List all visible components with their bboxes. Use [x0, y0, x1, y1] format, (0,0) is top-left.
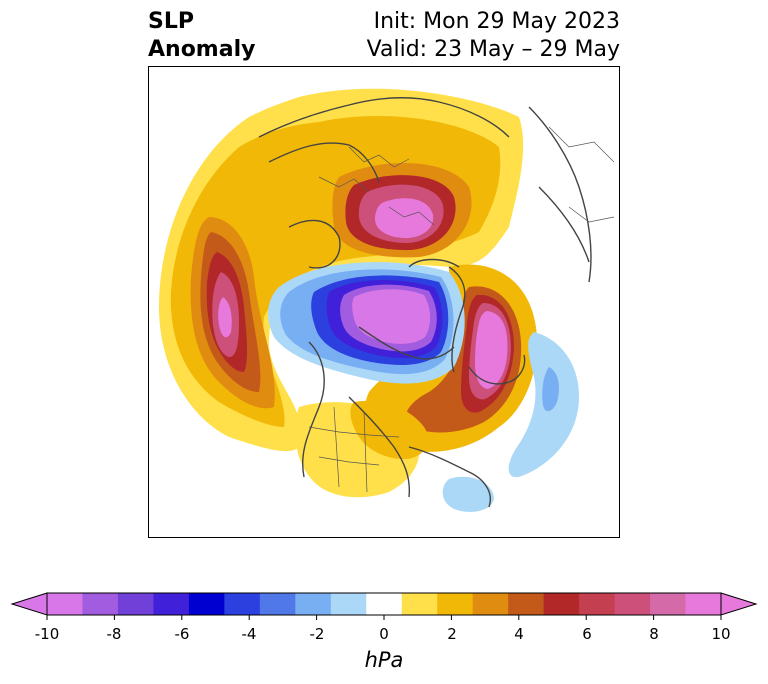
plot-title: SLP Anomaly: [148, 8, 255, 64]
country-borders: [308, 126, 615, 493]
colorbar-swatch: [224, 593, 261, 615]
colorbar-graphic: [10, 592, 758, 620]
colorbar-swatch: [401, 593, 438, 615]
colorbar-swatch: [47, 593, 83, 615]
anomaly-contour-pos-14: [218, 297, 232, 338]
colorbar-swatch: [188, 593, 225, 615]
colorbar-tick-label: 2: [447, 625, 457, 643]
colorbar-swatch: [614, 593, 651, 615]
anomaly-contour-neg-atl-4: [542, 367, 559, 412]
anomaly-contour-neg-12: [352, 289, 431, 344]
anomaly-contour-pos-us-4: [350, 400, 428, 460]
colorbar-max-extension: [720, 592, 758, 616]
colorbar-swatch: [685, 593, 722, 615]
anomaly-contour-neg-sub: [442, 476, 494, 512]
title-line-2: Anomaly: [148, 37, 256, 62]
colorbar-tick-label: -4: [241, 625, 257, 643]
plot-dates: Init: Mon 29 May 2023 Valid: 23 May – 29…: [367, 8, 620, 64]
colorbar-swatch: [650, 593, 687, 615]
colorbar-tick-label: 4: [514, 625, 524, 643]
anomaly-contour-scan-10: [374, 198, 434, 239]
valid-date: Valid: 23 May – 29 May: [366, 37, 620, 62]
colorbar-tick-label: -10: [34, 625, 60, 643]
colorbar-swatch: [117, 593, 154, 615]
anomaly-contour-grn-12: [475, 311, 508, 389]
colorbar-swatch: [330, 593, 367, 615]
colorbar-swatch: [295, 593, 332, 615]
colorbar-swatch: [259, 593, 296, 615]
colorbar-swatch: [543, 593, 580, 615]
colorbar: [0, 585, 768, 680]
colorbar-swatch: [437, 593, 474, 615]
colorbar-tick-label: -8: [106, 625, 122, 643]
title-line-1: SLP: [148, 9, 194, 34]
anomaly-map: [159, 88, 615, 512]
colorbar-tick-label: 10: [711, 625, 731, 643]
colorbar-tick-label: -2: [309, 625, 325, 643]
coastlines: [258, 97, 592, 508]
colorbar-tick-label: 6: [582, 625, 592, 643]
colorbar-tick-label: 8: [649, 625, 659, 643]
colorbar-swatch: [153, 593, 190, 615]
colorbar-swatch: [472, 593, 509, 615]
colorbar-swatch: [579, 593, 616, 615]
colorbar-tick-label: -6: [174, 625, 190, 643]
colorbar-swatch: [366, 593, 403, 615]
colorbar-swatch: [82, 593, 119, 615]
colorbar-tick-label: 0: [379, 625, 389, 643]
map-panel: [148, 66, 620, 538]
colorbar-unit-label: hPa: [364, 648, 404, 672]
colorbar-min-extension: [10, 592, 48, 616]
colorbar-swatch: [508, 593, 545, 615]
init-date: Init: Mon 29 May 2023: [373, 9, 620, 34]
